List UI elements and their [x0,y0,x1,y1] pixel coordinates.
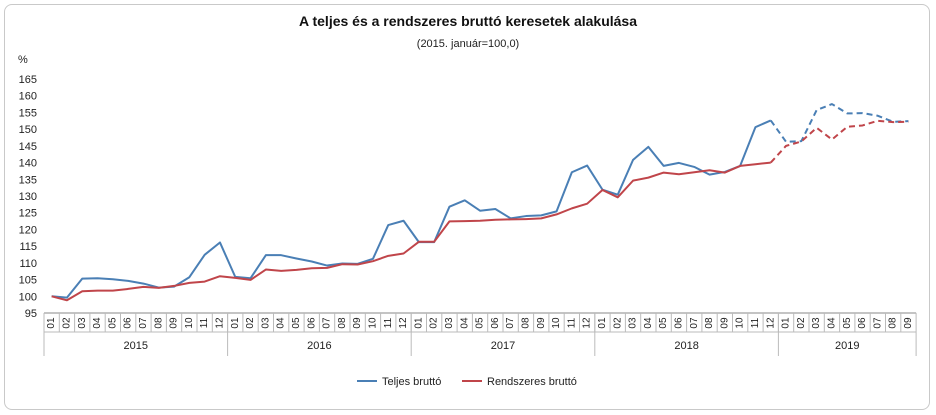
year-label: 2019 [835,340,859,352]
month-tick-label: 01 [230,317,241,329]
month-tick-label: 04 [826,317,837,329]
month-tick-label: 07 [872,317,883,329]
y-axis-unit: % [18,54,28,66]
y-tick-label: 140 [19,158,37,170]
month-tick-label: 11 [750,317,761,328]
y-tick-label: 130 [19,191,37,203]
month-tick-label: 08 [153,317,164,329]
y-tick-label: 120 [19,224,37,236]
month-tick-label: 09 [352,317,363,329]
month-tick-label: 04 [459,317,470,329]
month-tick-label: 05 [658,317,669,329]
month-tick-label: 04 [643,317,654,329]
month-tick-label: 09 [169,317,180,329]
year-label: 2017 [491,340,515,352]
month-tick-label: 03 [628,317,639,329]
series-line-teljes-dashed [769,103,909,143]
legend-label-teljes[interactable]: Teljes bruttó [382,376,441,388]
month-tick-label: 08 [337,317,348,329]
month-tick-label: 05 [475,317,486,329]
month-tick-label: 01 [46,317,57,329]
month-tick-label: 04 [276,317,287,329]
chart-subtitle: (2015. január=100,0) [417,38,519,50]
year-label: 2018 [674,340,698,352]
y-tick-label: 100 [19,291,37,303]
month-tick-label: 05 [842,317,853,329]
month-tick-label: 06 [673,317,684,329]
legend-label-rendszeres[interactable]: Rendszeres bruttó [487,376,577,388]
month-tick-label: 06 [490,317,501,329]
y-tick-label: 150 [19,124,37,136]
y-tick-label: 160 [19,91,37,103]
month-tick-label: 12 [398,317,409,329]
month-tick-label: 07 [322,317,333,329]
year-label: 2015 [124,340,148,352]
month-tick-label: 03 [77,317,88,329]
month-tick-label: 07 [689,317,700,329]
month-tick-label: 02 [429,317,440,329]
month-tick-label: 12 [765,317,776,329]
month-tick-label: 05 [291,317,302,329]
month-tick-label: 04 [92,317,103,329]
month-tick-label: 11 [199,317,210,328]
y-tick-label: 110 [19,258,37,270]
month-tick-label: 08 [704,317,715,329]
y-tick-label: 145 [19,141,37,153]
month-tick-label: 01 [597,317,608,329]
series-line-teljes [51,119,772,299]
month-tick-label: 05 [107,317,118,329]
y-tick-label: 95 [25,308,37,320]
chart-legend: Teljes bruttó Rendszeres bruttó [357,376,577,388]
y-tick-label: 135 [19,174,37,186]
month-tick-label: 12 [582,317,593,329]
month-tick-label: 09 [536,317,547,329]
month-tick-label: 09 [903,317,914,329]
chart-title: A teljes és a rendszeres bruttó keresete… [299,13,637,29]
year-label: 2016 [307,340,331,352]
month-tick-label: 03 [811,317,822,329]
y-tick-label: 115 [19,241,37,253]
month-tick-label: 01 [413,317,424,329]
month-tick-label: 11 [383,317,394,328]
month-tick-label: 01 [781,317,792,329]
y-tick-label: 155 [19,107,37,119]
month-tick-label: 10 [367,317,378,329]
month-tick-label: 07 [138,317,149,329]
month-tick-label: 02 [796,317,807,329]
series-line-rendszeres-dashed [770,119,909,164]
chart-frame [4,4,930,410]
month-tick-label: 09 [719,317,730,329]
month-tick-label: 11 [566,317,577,328]
y-tick-label: 105 [19,275,37,287]
month-tick-label: 02 [612,317,623,329]
month-tick-label: 03 [260,317,271,329]
y-tick-label: 165 [19,74,37,86]
series-line-rendszeres [51,161,771,302]
month-tick-label: 08 [520,317,531,329]
month-tick-label: 06 [123,317,134,329]
month-tick-label: 08 [888,317,899,329]
month-tick-label: 10 [735,317,746,329]
month-tick-label: 03 [444,317,455,329]
month-tick-label: 06 [306,317,317,329]
month-tick-label: 10 [184,317,195,329]
month-tick-label: 02 [245,317,256,329]
month-tick-label: 02 [61,317,72,329]
month-tick-label: 06 [857,317,868,329]
month-tick-label: 07 [505,317,516,329]
y-tick-label: 125 [19,208,37,220]
month-tick-label: 10 [551,317,562,329]
month-tick-label: 12 [214,317,225,329]
